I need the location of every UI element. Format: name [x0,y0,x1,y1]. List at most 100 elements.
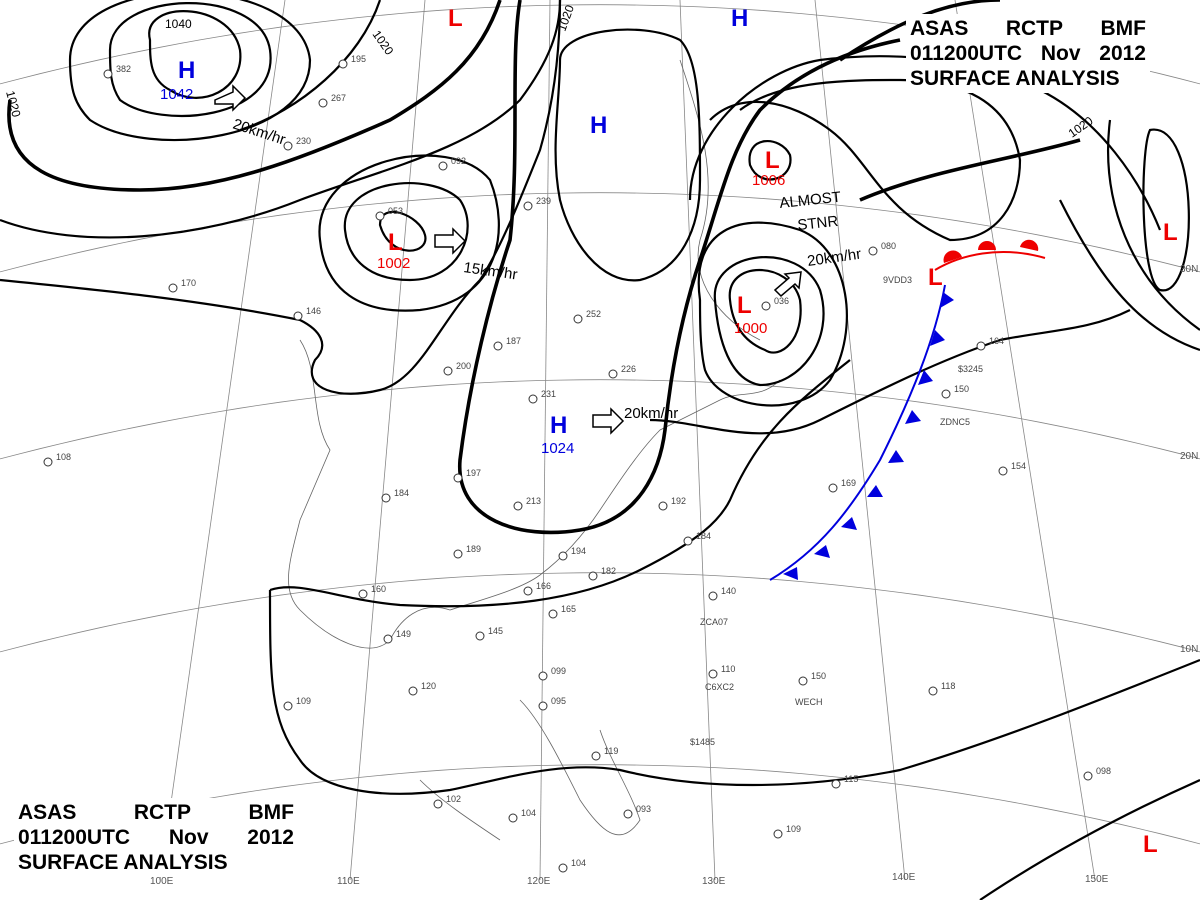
station-pressure: 231 [541,389,556,399]
station-pressure: 382 [116,64,131,74]
station-plot: 119 [591,746,618,761]
longitude-label: 120E [527,876,551,887]
station-plot: 110 [708,664,735,679]
title-center: ASAS [910,17,969,40]
station-plot: 108 [43,452,71,467]
station-pressure: 154 [1011,461,1026,471]
high-center: H [550,412,567,439]
title-month: Nov [1040,42,1081,65]
station-circle [493,341,503,351]
station-pressure: 164 [989,336,1004,346]
station-plot: 231 [528,389,556,404]
ship-id: $3245 [958,364,983,374]
station-plot: 102 [433,794,461,809]
station-plot: 382 [103,64,131,79]
station-plot: 109 [773,824,801,839]
meridian-line [679,0,716,881]
isobar-label: 1020 [555,3,577,33]
high-center: H [590,112,607,139]
station-circle [318,98,328,108]
station-circle [523,586,533,596]
station-circle [383,634,393,644]
chart-title-bottom: ASAS RCTP BMF 011200UTC Nov 2012 SURFACE ANALY… [14,798,298,877]
station-circle [43,457,53,467]
station-circle [828,483,838,493]
station-circle [453,473,463,483]
station-plot: 109 [283,696,311,711]
station-circle [283,141,293,151]
station-pressure: 230 [296,136,311,146]
station-plot: 184 [683,531,711,546]
speed-label: 20km/hr [231,116,288,149]
station-circle [523,201,533,211]
station-plot: 252 [573,309,601,324]
station-circle [798,676,808,686]
station-pressure: 120 [421,681,436,691]
almost-stnr-label: ALMOST [779,189,842,212]
station-circle [928,686,938,696]
station-circle [103,69,113,79]
longitude-label: 130E [702,876,726,887]
station-pressure: 099 [551,666,566,676]
station-circle [381,493,391,503]
station-pressure: 252 [586,309,601,319]
isobar-label: 1040 [165,17,192,31]
station-circle [538,671,548,681]
station-plot: 120 [408,681,436,696]
ship-id: ZCA07 [700,617,728,627]
station-pressure: 108 [56,452,71,462]
station-pressure: 098 [1096,766,1111,776]
title-type: SURFACE ANALYSIS [18,851,228,874]
station-plot: 213 [513,496,541,511]
station-plot: 150 [798,671,826,686]
station-plot: 092 [438,156,466,171]
pressure-centers: H 1042 L 1002 H H L 1006 L 1000 H 1024 L… [160,5,1178,858]
longitude-label: 110E [337,876,360,887]
station-pressure: 102 [446,794,461,804]
speed-label: 15km/hr [462,259,518,283]
station-pressure: 109 [786,824,801,834]
high-center: H [731,5,748,32]
station-plot: 099 [538,666,566,681]
chart-title-top: ASAS RCTP BMF 011200UTC Nov 2012 SURFACE ANALY… [906,14,1150,93]
station-circle [528,394,538,404]
station-pressure: 115 [844,774,858,784]
station-circle [976,341,986,351]
ship-id: ZDNC5 [940,417,970,427]
station-pressure: 200 [456,361,471,371]
station-plot: 080 [868,241,896,256]
station-pressure: 109 [296,696,311,706]
station-pressure: 104 [571,858,586,868]
station-circle [773,829,783,839]
station-circle [658,501,668,511]
station-circle [573,314,583,324]
longitude-label: 100E [150,876,174,887]
station-circle [683,536,693,546]
station-circle [283,701,293,711]
meridian-line [349,0,426,881]
station-plot: 239 [523,196,551,211]
station-plot: 187 [493,336,521,351]
station-circle [453,549,463,559]
station-pressure: 192 [671,496,686,506]
station-pressure: 170 [181,278,196,288]
station-pressure: 093 [636,804,651,814]
station-pressure: 184 [394,488,409,498]
station-plot: 189 [453,544,481,559]
isobar-label: 1020 [3,89,24,119]
latitude-label: 10N [1180,644,1198,655]
station-plot: 095 [538,696,566,711]
station-pressure: 110 [721,664,735,674]
station-plot: 164 [976,336,1004,351]
title-month: Nov [168,826,209,849]
title-station: RCTP [1005,17,1064,40]
station-pressure: 053 [388,206,403,216]
station-pressure: 184 [696,531,711,541]
station-pressure: 189 [466,544,481,554]
station-circle [608,369,618,379]
station-pressure: 140 [721,586,736,596]
station-circle [868,246,878,256]
ship-id: $1485 [690,737,715,747]
low-center: L [737,292,752,319]
